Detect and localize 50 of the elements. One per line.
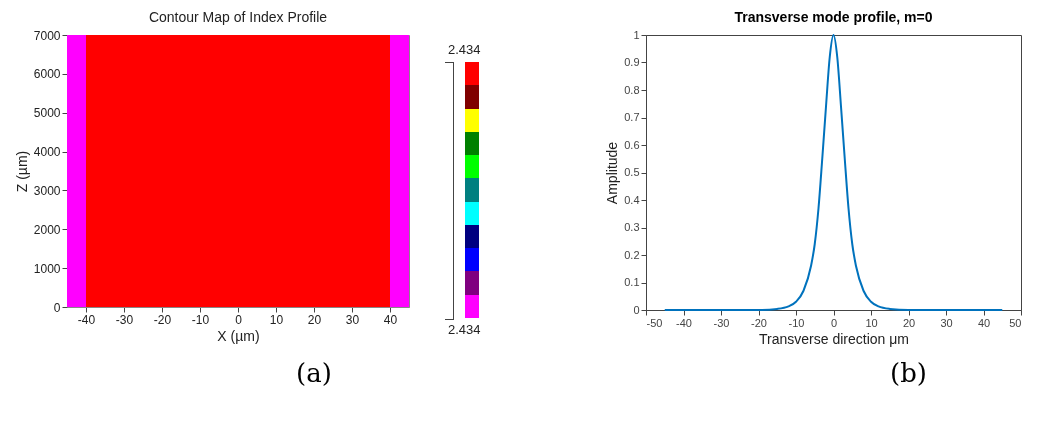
x-axis-title: X (µm) (217, 327, 260, 344)
text: 2.434 (448, 42, 481, 57)
x-tick-label: -40 (77, 312, 96, 327)
y-tick-label: 0.2 (624, 248, 640, 261)
y-tick-label: 0.3 (624, 221, 640, 233)
y-tick-label: 0.9 (624, 56, 640, 68)
y-tick-label: 1 (633, 28, 640, 41)
line-series (663, 34, 1004, 311)
x-tick-label: -40 (676, 316, 692, 329)
y-tick-label: 0.7 (624, 111, 640, 123)
x-tick-label: 10 (865, 316, 878, 329)
y-tick-label: 0 (53, 300, 61, 315)
x-tick-label: 30 (940, 316, 953, 329)
y-tick-label: 2000 (33, 222, 61, 237)
x-tick-label: -10 (788, 316, 805, 329)
text: (b) (890, 358, 927, 388)
y-tick-label: 6000 (33, 67, 61, 82)
x-tick-label: -50 (646, 316, 663, 329)
chart-title: Contour Map of Index Profile (148, 9, 328, 25)
y-tick-label: 4000 (33, 145, 61, 160)
y-tick-label: 1000 (33, 261, 61, 276)
x-tick-label: 0 (830, 316, 838, 329)
x-tick-label: 20 (307, 312, 322, 327)
x-tick-label: -30 (115, 312, 134, 327)
x-tick-label: -20 (751, 316, 767, 329)
chart-title: Transverse mode profile, m=0 (734, 9, 933, 25)
y-tick-label: 0 (633, 303, 640, 316)
y-axis-title: Z (µm) (13, 150, 30, 193)
y-tick-label: 3000 (33, 183, 61, 198)
x-tick-label: 30 (345, 312, 360, 327)
y-tick-label: 0.6 (624, 138, 640, 151)
y-tick-label: 0.4 (624, 193, 640, 206)
text: 2.434 (448, 322, 481, 337)
y-tick-label: 5000 (33, 106, 61, 121)
x-tick-label: 10 (269, 312, 284, 327)
x-tick-label: 40 (977, 316, 991, 329)
y-tick-label: 0.5 (624, 166, 640, 178)
x-tick-label: 40 (383, 312, 398, 327)
y-tick-label: 0.1 (624, 276, 640, 288)
text: (a) (296, 358, 332, 388)
x-tick-label: -10 (191, 312, 210, 327)
x-tick-label: 20 (902, 316, 916, 329)
x-tick-label: 50 (1009, 316, 1022, 329)
x-axis-title: Transverse direction μm (759, 330, 909, 347)
x-tick-label: -20 (153, 312, 172, 327)
y-tick-label: 0.8 (624, 83, 640, 96)
y-tick-label: 7000 (33, 28, 61, 43)
x-tick-label: 0 (235, 312, 243, 327)
y-axis-title: Amplitude (604, 141, 621, 205)
x-tick-label: -30 (713, 316, 730, 329)
